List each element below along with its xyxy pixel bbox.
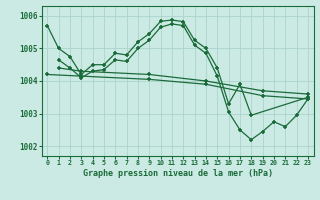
X-axis label: Graphe pression niveau de la mer (hPa): Graphe pression niveau de la mer (hPa) [83,169,273,178]
